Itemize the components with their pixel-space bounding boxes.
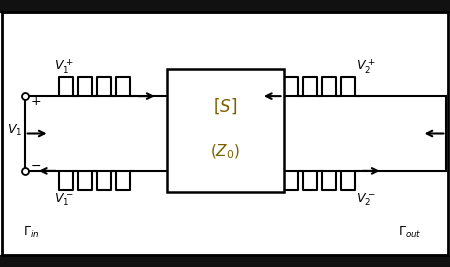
Text: $-$: $-$ bbox=[30, 159, 41, 172]
Text: $V_1^-$: $V_1^-$ bbox=[54, 192, 73, 209]
Text: $(Z_0)$: $(Z_0)$ bbox=[210, 143, 240, 161]
Text: $V_1$: $V_1$ bbox=[7, 123, 22, 138]
Text: $V_2^+$: $V_2^+$ bbox=[356, 57, 375, 76]
Bar bbox=[166, 69, 284, 192]
Text: $\Gamma_{out}$: $\Gamma_{out}$ bbox=[398, 225, 421, 240]
Text: $V_2^-$: $V_2^-$ bbox=[356, 192, 375, 209]
Text: $\Gamma_{in}$: $\Gamma_{in}$ bbox=[23, 225, 40, 240]
Text: $V_1^+$: $V_1^+$ bbox=[54, 57, 73, 76]
Text: +: + bbox=[30, 95, 41, 108]
Text: $[S]$: $[S]$ bbox=[213, 96, 237, 116]
